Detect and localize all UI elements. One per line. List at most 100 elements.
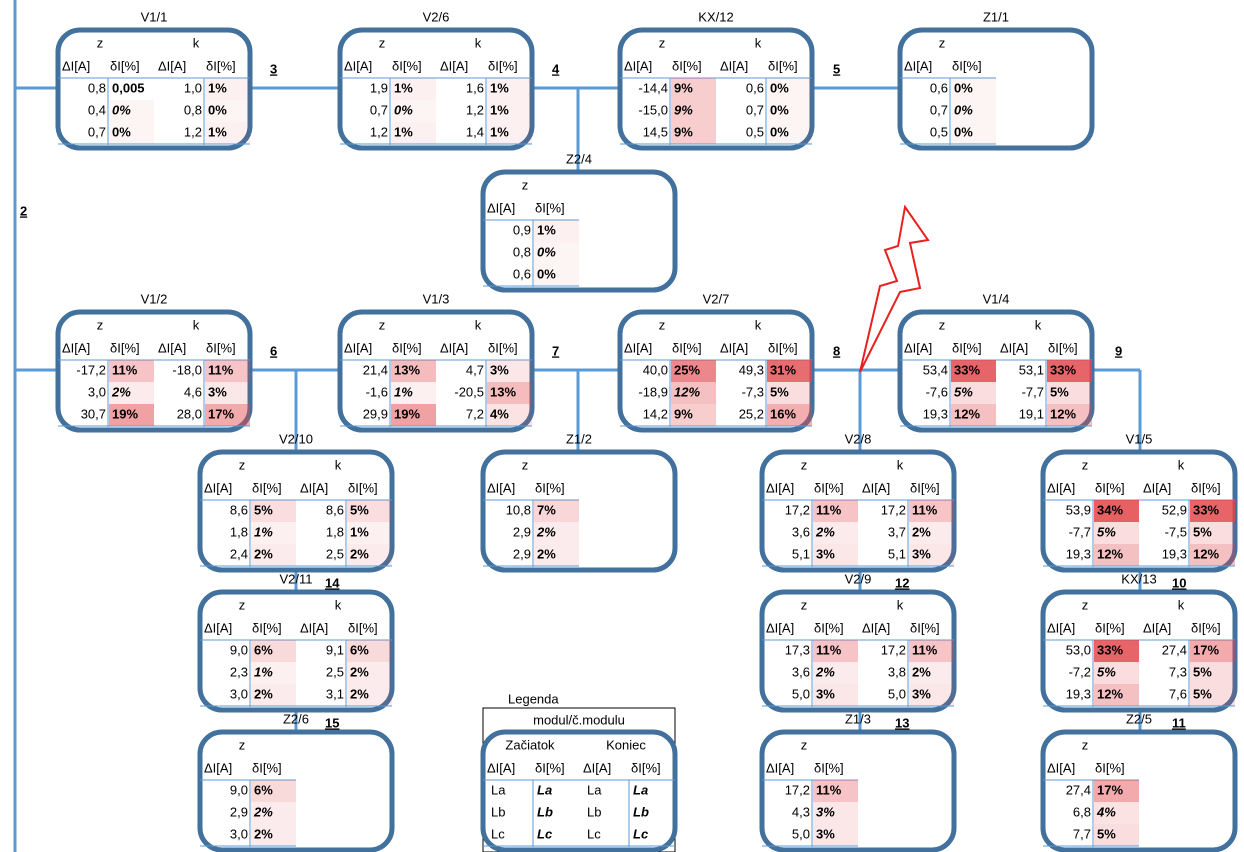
column-head: k — [755, 35, 762, 50]
column-head: z — [659, 317, 666, 332]
pct-value: 1% — [254, 664, 273, 679]
col-dpct: δI[%] — [206, 58, 236, 73]
col-di: ΔI[A] — [440, 340, 468, 355]
column-head: z — [1082, 457, 1089, 472]
column-head: z — [801, 737, 808, 752]
col-di: ΔI[A] — [204, 480, 232, 495]
pct-value: 0% — [954, 102, 973, 117]
pct-value: 3% — [816, 826, 835, 841]
current-value: -7,2 — [1069, 664, 1091, 679]
current-value: 1,6 — [466, 80, 484, 95]
pct-shade — [813, 522, 858, 544]
current-value: 3,8 — [888, 664, 906, 679]
pct-value: 2% — [912, 524, 931, 539]
column-head: z — [939, 35, 946, 50]
pct-value: 5% — [1193, 524, 1212, 539]
module: V1/3 z ΔI[A] δI[%] 21,4 13% -1,6 1% 29,9 19% k ΔI[A… — [337, 291, 535, 433]
pct-value: 12% — [954, 406, 980, 421]
current-value: 8,6 — [326, 502, 344, 517]
current-value: Lc — [491, 826, 505, 841]
pct-value: 0% — [112, 124, 131, 139]
pct-shade — [534, 220, 579, 242]
module: Z1/2 z ΔI[A] δI[%] 10,8 7% 2,9 2% 2,9 2% — [480, 431, 678, 573]
module-box — [617, 27, 815, 151]
column-head: z — [239, 737, 246, 752]
column-head: z — [522, 457, 529, 472]
pct-shade — [1094, 780, 1139, 802]
pct-shade — [1094, 544, 1139, 566]
pct-value: 0% — [770, 124, 789, 139]
pct-value: 6% — [350, 642, 369, 657]
module-label: V1/2 — [141, 291, 168, 306]
pct-value: 16% — [770, 406, 796, 421]
pct-shade — [813, 802, 858, 824]
pct-value: 2% — [254, 546, 273, 561]
pct-value: 2% — [350, 664, 369, 679]
pct-shade — [534, 264, 579, 286]
current-value: 7,6 — [1169, 686, 1187, 701]
pct-value: 11% — [816, 782, 842, 797]
pct-shade — [205, 122, 250, 144]
column-head: z — [239, 597, 246, 612]
pct-value: 12% — [1050, 406, 1076, 421]
col-dpct: δI[%] — [910, 620, 940, 635]
current-value: -18,0 — [172, 362, 202, 377]
current-value: 8,6 — [230, 502, 248, 517]
current-value: 3,6 — [792, 524, 810, 539]
current-value: 0,8 — [88, 80, 106, 95]
pct-shade — [205, 360, 250, 382]
pct-value: 5% — [954, 384, 973, 399]
pct-shade — [487, 122, 532, 144]
col-di: ΔI[A] — [1047, 620, 1075, 635]
pct-shade — [671, 360, 716, 382]
pct-shade — [767, 404, 812, 426]
col-dpct: δI[%] — [631, 760, 661, 775]
pct-value: 6% — [254, 642, 273, 657]
current-value: -7,5 — [1165, 524, 1187, 539]
pct-value: 5% — [1193, 664, 1212, 679]
pct-shade — [671, 404, 716, 426]
pct-value: 3% — [816, 546, 835, 561]
pct-value: 2% — [254, 826, 273, 841]
col-dpct: δI[%] — [348, 620, 378, 635]
current-value: 14,2 — [643, 406, 668, 421]
pct-value: 0% — [394, 102, 413, 117]
col-dpct: δI[%] — [535, 200, 565, 215]
pct-value: La — [537, 782, 552, 797]
current-value: 5,0 — [792, 686, 810, 701]
col-dpct: δI[%] — [1095, 760, 1125, 775]
col-di: ΔI[A] — [300, 620, 328, 635]
pct-shade — [109, 404, 154, 426]
module-box — [197, 449, 395, 573]
current-value: 10,8 — [506, 502, 531, 517]
pct-shade — [951, 360, 996, 382]
module-label: Z2/4 — [566, 151, 592, 166]
current-value: -14,4 — [638, 80, 668, 95]
current-value: 19,3 — [1162, 546, 1187, 561]
pct-shade — [909, 522, 954, 544]
current-value: 19,3 — [1066, 546, 1091, 561]
col-dpct: δI[%] — [672, 58, 702, 73]
column-head: z — [801, 597, 808, 612]
pct-value: 9% — [674, 406, 693, 421]
module-label: V1/5 — [1126, 431, 1153, 446]
col-di: ΔI[A] — [487, 760, 515, 775]
module-box — [337, 309, 535, 433]
pct-shade — [109, 100, 154, 122]
current-value: 3,7 — [888, 524, 906, 539]
pct-shade — [1094, 662, 1139, 684]
pct-value: 0% — [770, 102, 789, 117]
current-value: 7,7 — [1073, 826, 1091, 841]
current-value: 1,8 — [326, 524, 344, 539]
col-dpct: δI[%] — [348, 480, 378, 495]
pct-value: 17% — [1193, 642, 1219, 657]
current-value: 0,4 — [88, 102, 106, 117]
pct-shade — [951, 100, 996, 122]
line-number: 15 — [325, 715, 339, 730]
pct-shade — [487, 100, 532, 122]
module: Z1/1 z ΔI[A] δI[%] 0,6 0% 0,7 0% 0,5 0% — [897, 9, 1095, 151]
pct-shade — [909, 662, 954, 684]
module: V2/11 z ΔI[A] δI[%] 9,0 6% 2,3 1% 3,0 2% k ΔI[A] δI[… — [197, 571, 395, 713]
col-dpct: δI[%] — [110, 340, 140, 355]
pct-value: 12% — [1097, 686, 1123, 701]
